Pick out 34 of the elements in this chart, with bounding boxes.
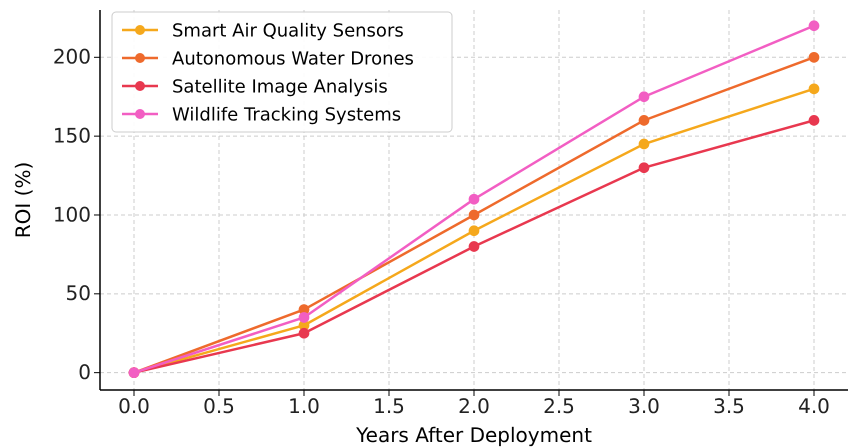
y-tick-label: 100 [52,202,91,226]
x-axis-title: Years After Deployment [355,423,592,447]
legend-label: Smart Air Quality Sensors [172,20,404,42]
y-tick-label: 200 [52,44,91,69]
x-tick-label: 1.5 [373,394,405,418]
point [468,210,480,220]
x-tick-label: 0.0 [118,394,150,418]
point [638,138,650,150]
legend-label: Autonomous Water Drones [172,48,414,70]
point [468,194,480,205]
point [298,312,310,323]
legend-label: Satellite Image Analysis [172,76,388,98]
x-tick-label: 3.0 [628,394,660,418]
point [638,91,650,102]
point [808,83,820,94]
point [808,52,820,63]
point [468,241,480,252]
point [808,115,820,126]
y-tick-label: 0 [78,360,91,384]
x-tick-label: 4.0 [798,394,830,418]
y-axis-title: ROI (%) [11,162,35,238]
point [808,20,820,32]
point [298,328,310,339]
point [468,225,480,236]
y-tick-label: 50 [66,281,91,306]
x-tick-label: 0.5 [203,394,235,418]
legend-label: Wildlife Tracking Systems [172,104,402,126]
x-tick-label: 3.5 [713,394,745,418]
point [638,162,650,174]
x-tick-label: 2.0 [458,394,490,418]
x-tick-label: 2.5 [543,394,575,418]
x-tick-label: 1.0 [288,394,320,418]
point [638,115,650,126]
y-tick-label: 150 [52,124,91,148]
